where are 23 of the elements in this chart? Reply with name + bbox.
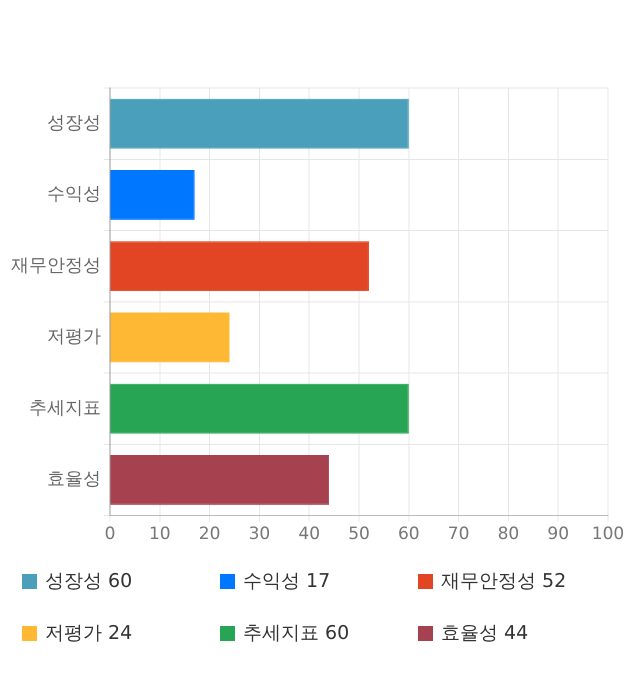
y-tick-label: 성장성 xyxy=(47,112,101,134)
y-tick-label: 저평가 xyxy=(47,326,101,348)
legend-label: 저평가 24 xyxy=(45,621,132,646)
x-tick-label: 80 xyxy=(498,524,520,544)
legend-label: 성장성 60 xyxy=(45,569,132,594)
y-tick-label: 재무안정성 xyxy=(11,254,101,276)
y-tick-label: 추세지표 xyxy=(29,397,101,418)
x-tick-label: 70 xyxy=(448,524,470,544)
x-tick-label: 20 xyxy=(198,524,220,544)
legend-label: 효율성 44 xyxy=(441,621,528,646)
x-tick-label: 60 xyxy=(398,524,420,544)
x-tick-label: 40 xyxy=(298,524,320,544)
legend-label: 추세지표 60 xyxy=(243,621,350,646)
y-tick-label: 효율성 xyxy=(47,468,101,490)
y-tick-label: 수익성 xyxy=(47,184,101,205)
x-tick-label: 0 xyxy=(104,524,116,544)
legend-label: 재무안정성 52 xyxy=(441,569,566,594)
x-tick-label: 10 xyxy=(148,524,171,544)
x-tick-label: 90 xyxy=(547,524,570,544)
x-tick-label: 50 xyxy=(348,524,370,544)
x-tick-label: 30 xyxy=(248,524,270,544)
legend-label: 수익성 17 xyxy=(243,569,330,594)
x-tick-label: 100 xyxy=(592,524,624,544)
